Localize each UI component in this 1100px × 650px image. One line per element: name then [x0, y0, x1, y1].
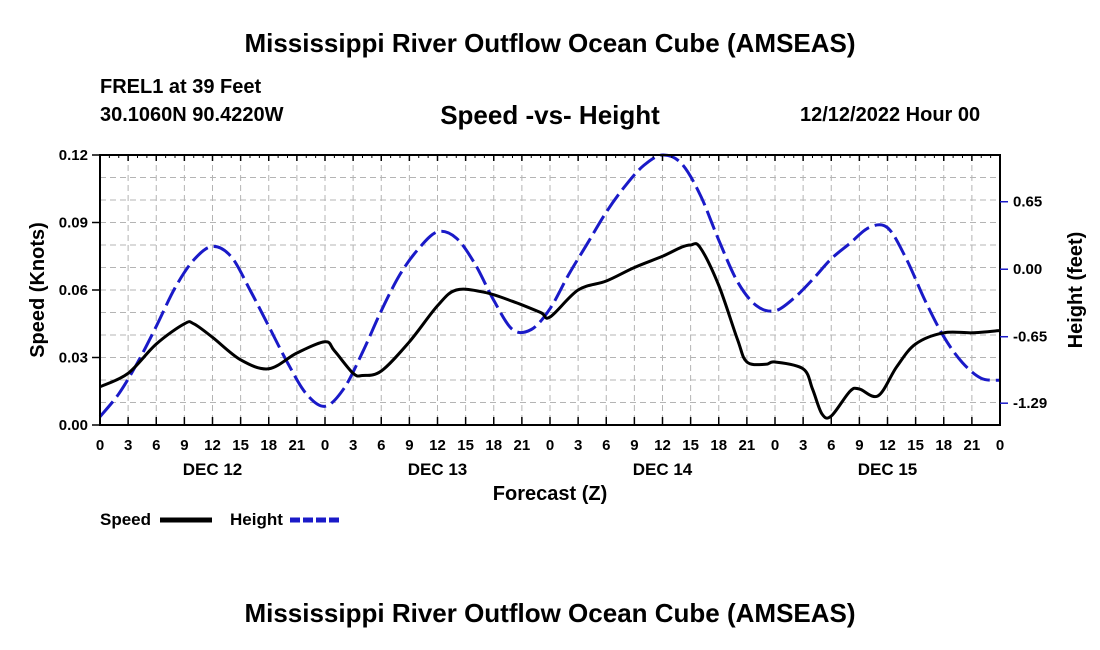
day-label: DEC 15 — [858, 460, 918, 479]
y2-tick-label: -0.65 — [1013, 329, 1047, 346]
x-tick-label: 0 — [321, 437, 329, 454]
axes: 0 3 6 9 12 15 18 21 0 3 6 9 12 15 18 21 0 3 6 9 12 15 18 21 0 3 6 9… — [59, 147, 1047, 479]
x-tick-label: 0 — [96, 437, 104, 454]
y-tick-label: 0.12 — [59, 147, 88, 164]
x-tick-label: 3 — [124, 437, 132, 454]
x-tick-label: 9 — [180, 437, 188, 454]
x-tick-label: 18 — [935, 437, 952, 454]
station-coordinates: 30.1060N 90.4220W — [100, 104, 284, 126]
y2-tick-label: -1.29 — [1013, 395, 1047, 412]
x-tick-label: 9 — [855, 437, 863, 454]
x-tick-label: 6 — [377, 437, 385, 454]
x-tick-label: 21 — [964, 437, 981, 454]
legend-label-speed: Speed — [100, 510, 151, 529]
x-tick-label: 15 — [682, 437, 699, 454]
y-tick-label: 0.06 — [59, 282, 88, 299]
y-tick-label: 0.03 — [59, 350, 88, 367]
x-tick-label: 15 — [232, 437, 249, 454]
x-tick-label: 12 — [879, 437, 896, 454]
x-tick-label: 18 — [710, 437, 727, 454]
x-axis-title: Forecast (Z) — [493, 483, 607, 505]
x-tick-label: 9 — [630, 437, 638, 454]
x-tick-label: 0 — [546, 437, 554, 454]
grid — [100, 155, 1000, 425]
y2-tick-label: 0.65 — [1013, 194, 1042, 211]
day-label: DEC 14 — [633, 460, 693, 479]
series-line-speed — [99, 242, 1001, 420]
x-tick-label: 6 — [827, 437, 835, 454]
y-axis-title: Speed (Knots) — [27, 222, 49, 358]
x-tick-label: 0 — [996, 437, 1004, 454]
x-tick-label: 21 — [514, 437, 531, 454]
y2-tick-label: 0.00 — [1013, 261, 1042, 278]
x-tick-label: 12 — [429, 437, 446, 454]
x-tick-label: 6 — [152, 437, 160, 454]
x-tick-label: 21 — [739, 437, 756, 454]
y-tick-label: 0.09 — [59, 215, 88, 232]
x-tick-label: 12 — [654, 437, 671, 454]
x-tick-label: 18 — [260, 437, 277, 454]
forecast-date: 12/12/2022 Hour 00 — [800, 104, 981, 126]
station-name: FREL1 at 39 Feet — [100, 76, 262, 98]
bottom-title: Mississippi River Outflow Ocean Cube (AM… — [244, 598, 856, 628]
day-label: DEC 13 — [408, 460, 468, 479]
x-tick-label: 9 — [405, 437, 413, 454]
x-tick-label: 12 — [204, 437, 221, 454]
x-tick-label: 3 — [799, 437, 807, 454]
y-tick-label: 0.00 — [59, 417, 88, 434]
series-layer — [98, 153, 1001, 420]
legend: Speed Height — [100, 510, 342, 529]
day-label: DEC 12 — [183, 460, 243, 479]
x-tick-label: 18 — [485, 437, 502, 454]
x-tick-label: 21 — [289, 437, 306, 454]
x-tick-label: 3 — [349, 437, 357, 454]
legend-label-height: Height — [230, 510, 283, 529]
x-tick-label: 6 — [602, 437, 610, 454]
chart-title: Speed -vs- Height — [440, 100, 660, 130]
x-tick-label: 15 — [907, 437, 924, 454]
series-line-height — [98, 153, 1001, 418]
page-title: Mississippi River Outflow Ocean Cube (AM… — [244, 28, 856, 58]
y2-axis-title: Height (feet) — [1065, 232, 1087, 349]
x-tick-label: 0 — [771, 437, 779, 454]
x-tick-label: 15 — [457, 437, 474, 454]
x-tick-label: 3 — [574, 437, 582, 454]
